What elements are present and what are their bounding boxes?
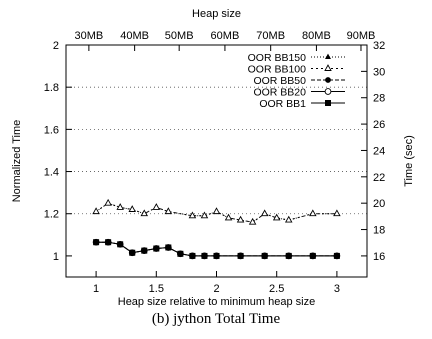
y-tick-label: 1 xyxy=(53,251,59,263)
x-tick-label: 1.5 xyxy=(149,283,164,295)
legend-label: OOR BB150 xyxy=(248,52,307,64)
series-oor-bb1 xyxy=(93,239,340,259)
data-point xyxy=(116,203,124,210)
series-line xyxy=(96,241,337,257)
legend-label: OOR BB1 xyxy=(259,98,306,110)
data-point xyxy=(284,215,293,223)
top-axis-title: Heap size xyxy=(192,8,241,20)
y-tick-label: 1.6 xyxy=(44,124,59,136)
grid-lines xyxy=(66,44,367,215)
data-point xyxy=(177,250,184,257)
y2-tick-label: 28 xyxy=(373,93,385,105)
top-tick-label: 40MB xyxy=(120,30,149,42)
data-point xyxy=(129,249,136,256)
data-point xyxy=(140,209,149,217)
data-point xyxy=(333,252,340,259)
data-point xyxy=(189,252,196,259)
data-point xyxy=(309,209,317,217)
data-point xyxy=(105,239,112,246)
data-point xyxy=(248,217,257,225)
data-point xyxy=(188,211,197,219)
y2-tick-label: 32 xyxy=(373,40,385,52)
data-point xyxy=(285,252,292,259)
figure-caption: (b) jython Total Time xyxy=(151,311,281,327)
series-oor-bb100 xyxy=(92,198,341,225)
legend-label: OOR BB20 xyxy=(253,87,306,99)
chart-svg: 1 1.2 1.4 1.6 1.8 2 16 18 20 22 24 26 28 30 32 1 1.5 2 2.5… xyxy=(11,8,415,308)
y2-tick-label: 30 xyxy=(373,66,385,78)
data-point xyxy=(325,100,331,106)
data-point xyxy=(164,207,173,215)
data-point xyxy=(201,252,208,259)
data-point xyxy=(325,77,331,83)
data-point xyxy=(152,203,161,210)
top-tick-label: 90MB xyxy=(347,30,376,42)
data-point xyxy=(213,252,220,259)
y2-tick-label: 18 xyxy=(373,225,385,237)
top-tick-label: 30MB xyxy=(75,30,104,42)
y2-tick-label: 24 xyxy=(373,145,385,157)
data-point xyxy=(153,245,160,252)
data-point xyxy=(165,244,172,251)
y2-tick-label: 26 xyxy=(373,119,385,131)
data-point xyxy=(309,252,316,259)
data-point xyxy=(236,215,245,223)
y2-tick-label: 20 xyxy=(373,198,385,210)
top-tick-label: 60MB xyxy=(211,30,240,42)
data-point xyxy=(325,53,331,59)
x-axis-label: Heap size relative to minimum heap size xyxy=(118,296,315,308)
data-point xyxy=(324,64,332,71)
y2-tick-label: 16 xyxy=(373,251,385,263)
series-group xyxy=(92,198,341,260)
top-tick-label: 80MB xyxy=(302,30,331,42)
y-tick-label: 1.2 xyxy=(44,209,59,221)
y2-tick-label: 22 xyxy=(373,172,385,184)
data-point xyxy=(104,198,112,206)
data-point xyxy=(333,209,341,217)
data-point xyxy=(128,205,136,212)
y-tick-label: 1.8 xyxy=(44,82,59,94)
data-point xyxy=(224,213,233,221)
data-point xyxy=(260,209,269,217)
x-tick-label: 1 xyxy=(93,283,99,295)
data-point xyxy=(141,247,148,254)
legend-label: OOR BB100 xyxy=(248,64,307,76)
data-point xyxy=(261,252,268,259)
x-tick-label: 2 xyxy=(213,283,219,295)
data-point xyxy=(324,88,332,95)
y-axis-label: Normalized Time xyxy=(11,120,23,203)
y-tick-label: 2 xyxy=(53,40,59,52)
legend-label: OOR BB50 xyxy=(253,75,306,87)
data-point xyxy=(200,211,209,219)
y-tick-label: 1.4 xyxy=(44,167,59,179)
data-point xyxy=(212,207,221,215)
data-point xyxy=(92,207,100,215)
data-point xyxy=(117,241,124,248)
axis-ticks: 1 1.2 1.4 1.6 1.8 2 16 18 20 22 24 26 28 30 32 1 1.5 2 2.5… xyxy=(44,30,386,295)
data-point xyxy=(93,239,100,246)
x-tick-label: 2.5 xyxy=(269,283,284,295)
x-tick-label: 3 xyxy=(334,283,340,295)
data-point xyxy=(272,213,281,221)
top-tick-label: 70MB xyxy=(256,30,285,42)
y2-axis-label: Time (sec) xyxy=(403,135,415,187)
data-point xyxy=(237,252,244,259)
top-tick-label: 50MB xyxy=(165,30,194,42)
